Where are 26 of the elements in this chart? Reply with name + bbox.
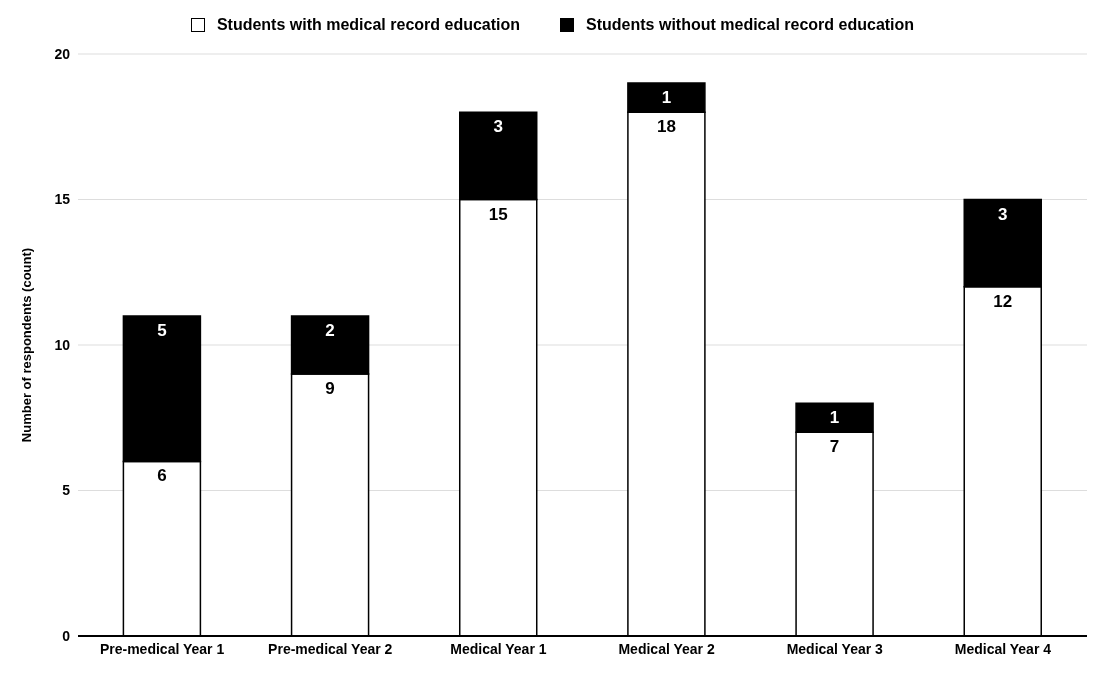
x-tick-label: Medical Year 4 [954, 640, 1052, 657]
data-label: 12 [993, 291, 1013, 311]
x-tick-label: Pre-medical Year 1 [99, 640, 225, 657]
y-tick-label: 5 [62, 482, 71, 499]
data-label: 6 [157, 466, 167, 486]
y-tick-label: 0 [62, 627, 71, 644]
data-label: 3 [998, 204, 1008, 224]
legend-label: Students without medical record education [586, 16, 915, 34]
data-label: 5 [157, 320, 167, 340]
data-label: 9 [325, 379, 335, 399]
legend-label: Students with medical record education [216, 16, 521, 34]
data-label: 3 [493, 117, 503, 137]
y-axis-title: Number of respondents (count) [18, 247, 34, 443]
x-tick-label: Medical Year 3 [786, 640, 884, 657]
data-label: 15 [488, 204, 508, 224]
data-label: 2 [325, 320, 335, 340]
data-label: 18 [656, 117, 676, 137]
y-tick-label: 15 [54, 191, 71, 208]
x-tick-label: Medical Year 2 [618, 640, 715, 657]
data-label: 1 [661, 88, 672, 108]
y-tick-label: 10 [54, 336, 71, 353]
x-tick-label: Pre-medical Year 2 [268, 640, 393, 657]
data-label: 7 [829, 437, 840, 457]
data-label: 1 [829, 408, 840, 428]
y-tick-label: 20 [54, 45, 71, 62]
x-tick-label: Medical Year 1 [450, 640, 547, 657]
